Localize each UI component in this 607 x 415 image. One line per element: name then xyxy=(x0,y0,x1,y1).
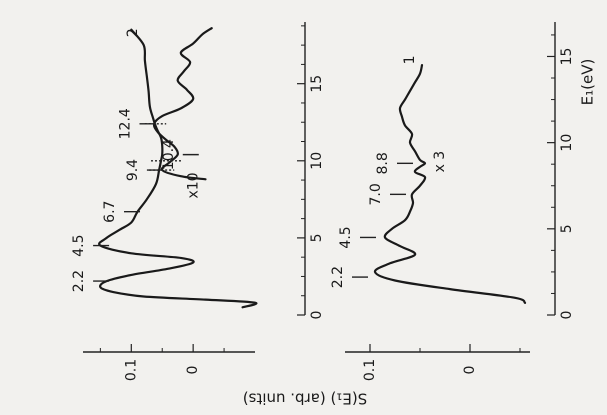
annotation-label: 4.5 xyxy=(338,226,354,248)
annotation-label: x 3 xyxy=(432,151,448,173)
series-line-2 xyxy=(152,27,213,181)
shared-labels: S(E₁) (arb. units) E₁(eV) xyxy=(243,59,597,408)
panel-top: 0 5 10 15 0.1 0 2.2 4.5 6.7 9.4 12.4 10.4 2 x10 xyxy=(71,22,325,381)
series-line-1 xyxy=(373,63,527,304)
s-tick-label: 0 xyxy=(185,366,201,375)
s-tick-label: 0 xyxy=(462,366,478,375)
annotation-label: 12.4 xyxy=(117,108,133,139)
annotation-label: 4.5 xyxy=(71,234,87,256)
y-axis-label: S(E₁) (arb. units) xyxy=(243,390,367,408)
annotation-label: 2 xyxy=(125,28,141,37)
annotation-label: 10.4 xyxy=(161,139,177,170)
s-tick-label: 0.1 xyxy=(123,359,139,381)
energy-tick-label: 10 xyxy=(559,134,575,152)
s-tick-label: 0.1 xyxy=(362,359,378,381)
annotation-label: 6.7 xyxy=(102,201,118,223)
annotation-label: 2.2 xyxy=(330,266,346,288)
annotation-label: x10 xyxy=(186,172,202,198)
x-axis-label: E₁(eV) xyxy=(579,59,597,106)
energy-tick-label: 0 xyxy=(559,311,575,320)
annotation-label: 8.8 xyxy=(375,152,391,174)
annotation-label: 9.4 xyxy=(125,159,141,181)
energy-tick-label: 5 xyxy=(309,233,325,242)
panel-bottom: 0 5 10 15 0.1 0 2.2 4.5 7.0 8.8 x 3 1 xyxy=(330,22,575,381)
energy-tick-label: 10 xyxy=(309,152,325,170)
energy-tick-label: 5 xyxy=(559,224,575,233)
annotation-label: 1 xyxy=(402,55,418,64)
energy-tick-label: 15 xyxy=(559,48,575,66)
annotation-label: 2.2 xyxy=(71,270,87,292)
energy-tick-label: 0 xyxy=(309,311,325,320)
annotation-label: 7.0 xyxy=(368,183,384,205)
energy-tick-label: 15 xyxy=(309,75,325,93)
